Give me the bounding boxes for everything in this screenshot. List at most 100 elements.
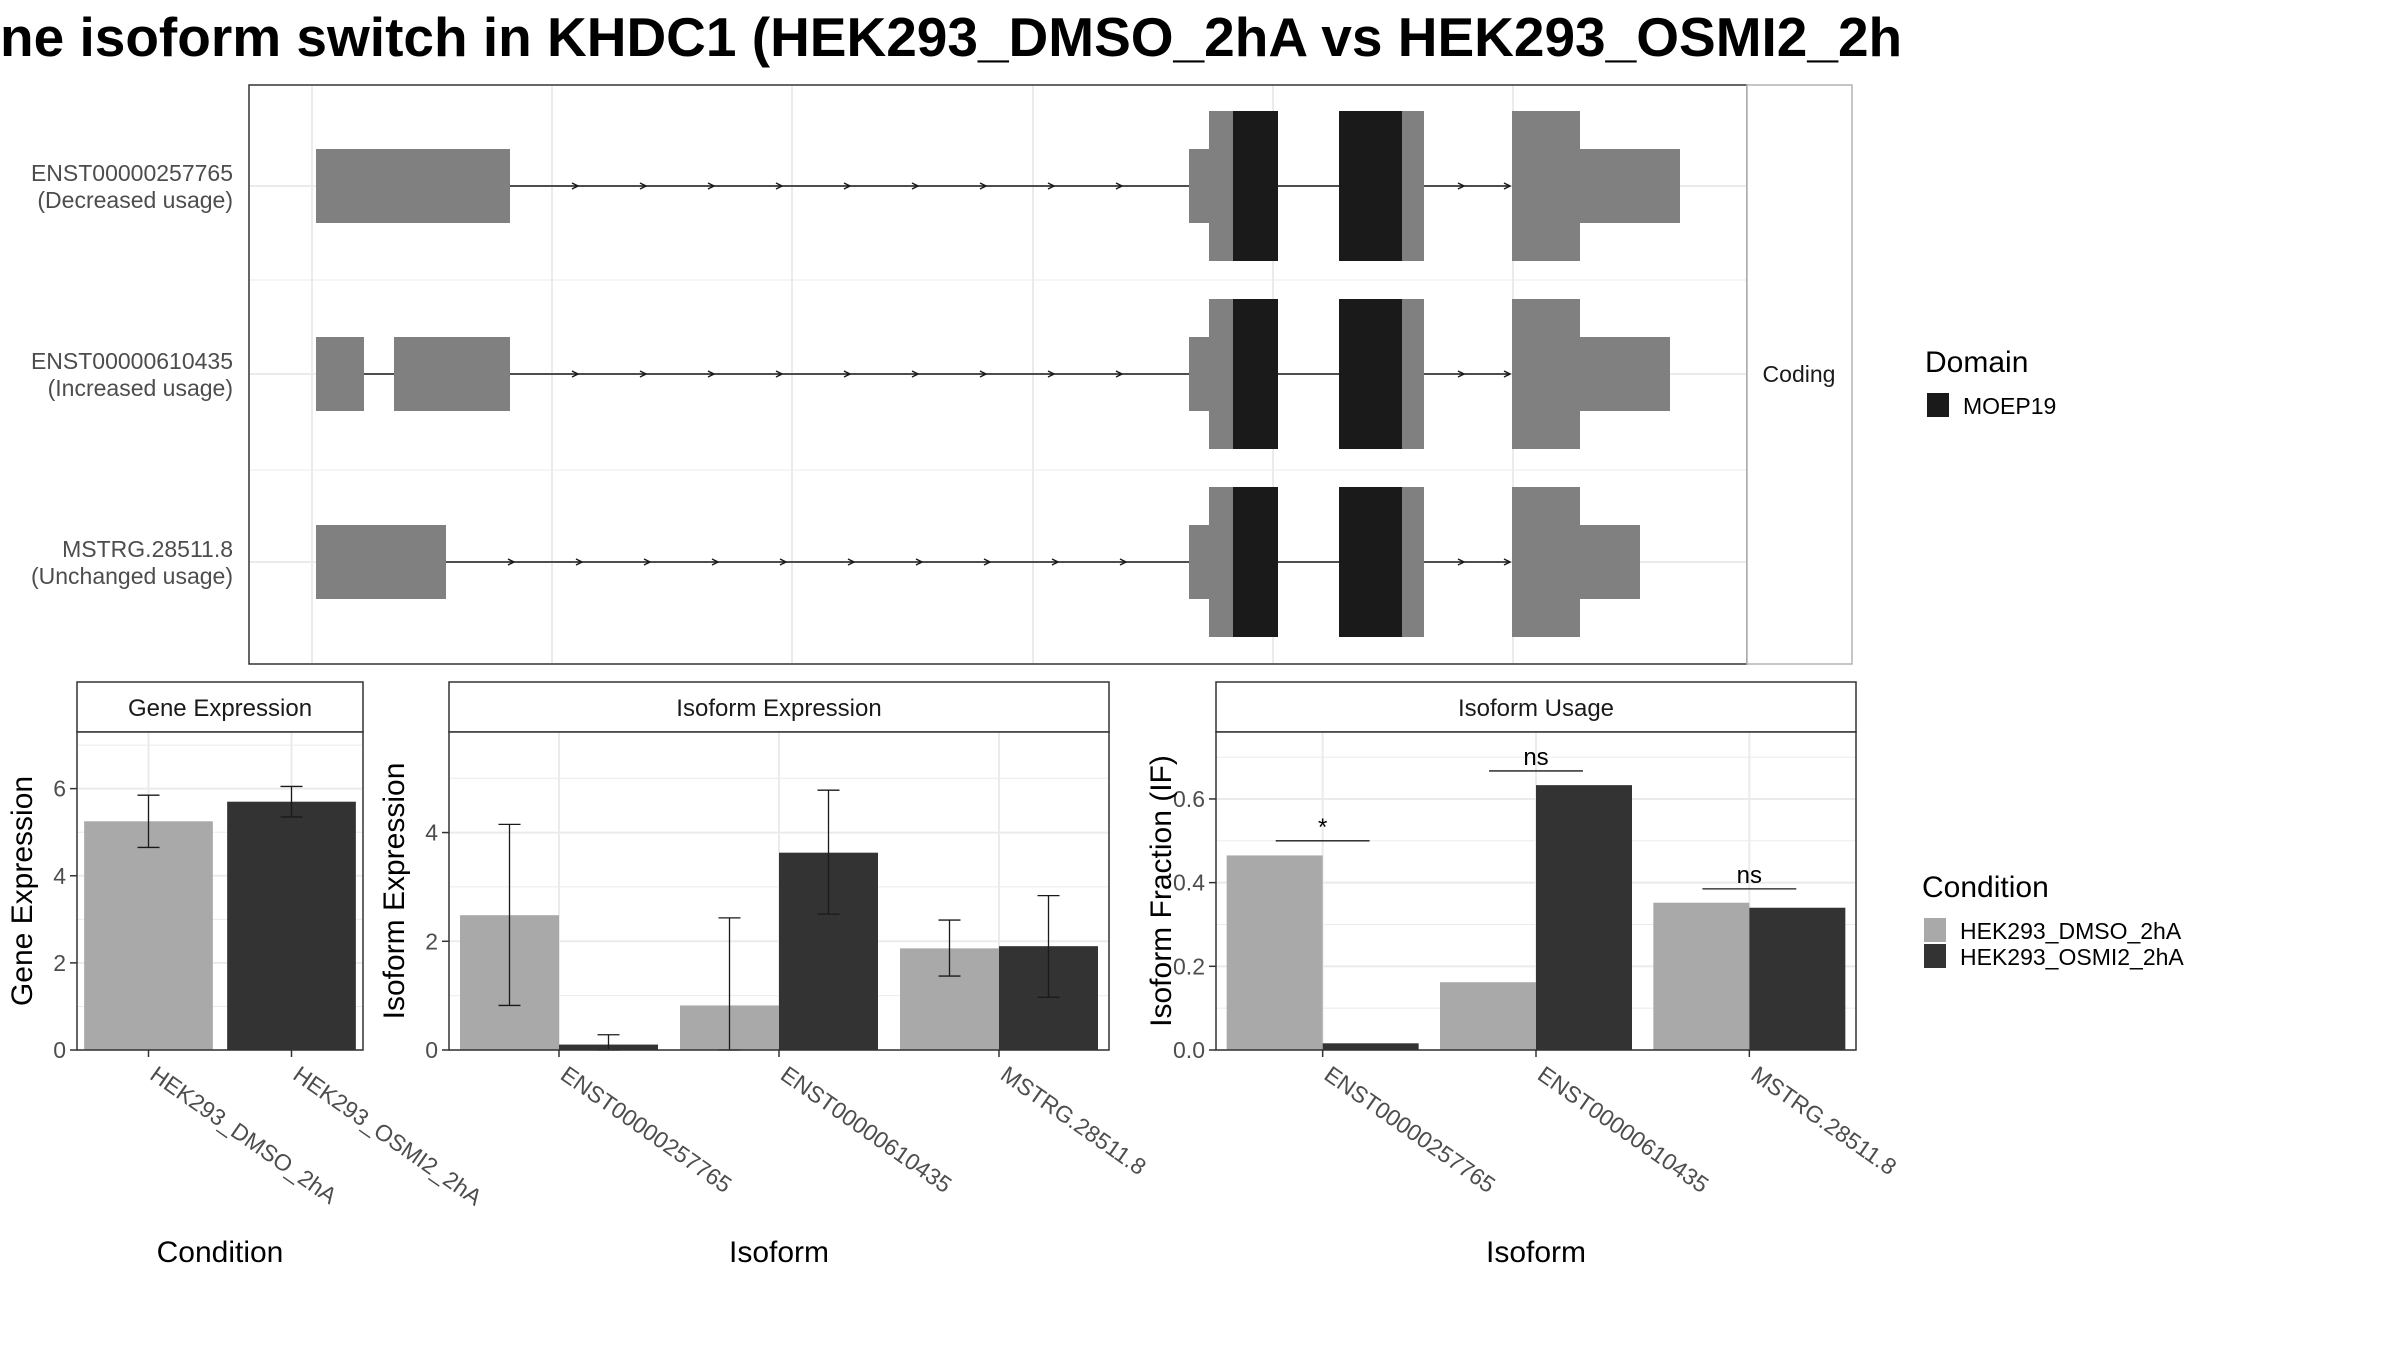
coding-strip-label: Coding	[1763, 361, 1836, 387]
exon-utr	[394, 337, 510, 411]
intron-arrow	[843, 370, 852, 378]
domain-moep19	[1233, 299, 1278, 449]
intron-arrow	[639, 182, 648, 190]
y-tick-label: 0.4	[1173, 870, 1205, 896]
bar-ENST00000610435	[1440, 982, 1536, 1050]
transcript-usage-2: (Increased usage)	[48, 375, 233, 401]
y-axis-title: Isoform Fraction (IF)	[1145, 755, 1178, 1027]
bar-MSTRG.28511.8	[1653, 902, 1750, 1050]
panel-strip	[1215, 681, 1857, 733]
intron-arrow	[775, 370, 784, 378]
y-axis-title: Gene Expression	[6, 776, 39, 1006]
bar-HEK293_DMSO_2hA	[84, 821, 213, 1050]
intron-arrow	[1047, 370, 1056, 378]
exon-utr	[1578, 149, 1680, 223]
transcript-track-3	[316, 487, 1640, 637]
domain-legend-title: Domain	[1925, 346, 2028, 379]
transcript-track-1	[316, 111, 1680, 261]
transcript-tracks	[316, 111, 1680, 637]
x-tick-label: ENST00000610435	[1533, 1061, 1713, 1198]
intron-arrow	[1119, 558, 1128, 566]
intron-arrow	[1457, 558, 1466, 566]
intron-arrow	[571, 182, 580, 190]
intron-arrow	[843, 182, 852, 190]
domain-legend-swatch	[1927, 393, 1949, 417]
intron-arrow	[1115, 182, 1124, 190]
intron-arrow	[507, 558, 516, 566]
exon-utr	[1578, 337, 1670, 411]
condition-legend-swatch-1	[1924, 918, 1946, 942]
bar-ENST00000257765	[1226, 855, 1323, 1050]
intron-arrow	[1115, 370, 1124, 378]
exon-coding	[1512, 111, 1580, 261]
exon-utr	[1189, 149, 1211, 223]
domain-legend: Domain MOEP19	[1925, 346, 2056, 419]
condition-legend-title: Condition	[1922, 871, 2049, 904]
x-tick-label: MSTRG.28511.8	[996, 1061, 1151, 1180]
exon-coding	[1402, 299, 1424, 449]
significance-label: ns	[1737, 862, 1762, 889]
exon-coding	[1512, 299, 1580, 449]
y-tick-label: 0.6	[1173, 786, 1205, 812]
x-tick-label: ENST00000610435	[776, 1061, 956, 1198]
x-axis-title: Condition	[157, 1236, 284, 1269]
intron-arrow	[707, 182, 716, 190]
intron-arrow	[911, 370, 920, 378]
transcript-structure-panel: Coding ENST00000257765 (Decreased usage)…	[31, 84, 1853, 665]
exon-utr	[316, 149, 510, 223]
exon-coding	[1209, 299, 1233, 449]
x-axis-title: Isoform	[729, 1236, 829, 1269]
significance-label: *	[1318, 814, 1327, 841]
y-tick-label: 0.0	[1173, 1037, 1205, 1063]
transcript-usage-3: (Unchanged usage)	[31, 563, 233, 589]
x-tick-label: MSTRG.28511.8	[1746, 1061, 1901, 1180]
condition-legend-item-2: HEK293_OSMI2_2hA	[1960, 944, 2184, 970]
x-tick-label: ENST00000257765	[1320, 1061, 1500, 1198]
y-tick-label: 0	[425, 1037, 438, 1063]
bar-ENST00000257765	[1322, 1043, 1419, 1050]
bar-ENST00000610435	[1536, 785, 1632, 1050]
x-tick-label: ENST00000257765	[556, 1061, 736, 1198]
intron-arrow	[571, 370, 580, 378]
domain-moep19	[1233, 487, 1278, 637]
intron-arrow	[1503, 182, 1512, 190]
bar-chart-panels: Gene Expression0246HEK293_DMSO_2hAHEK293…	[6, 681, 1901, 1269]
intron-arrow	[1457, 182, 1466, 190]
bar-panel-1: Gene Expression0246HEK293_DMSO_2hAHEK293…	[6, 681, 487, 1269]
intron-arrow	[639, 370, 648, 378]
intron-arrow	[1457, 370, 1466, 378]
intron-arrow	[915, 558, 924, 566]
intron-arrow	[575, 558, 584, 566]
intron-arrow	[643, 558, 652, 566]
exon-coding	[1209, 111, 1233, 261]
panel-title: Isoform Usage	[1458, 695, 1614, 722]
significance-label: ns	[1523, 744, 1548, 771]
exon-coding	[1209, 487, 1233, 637]
condition-legend-swatch-2	[1924, 944, 1946, 968]
intron-arrow	[979, 370, 988, 378]
panel-title: Gene Expression	[128, 695, 312, 722]
transcript-label-1: ENST00000257765	[31, 160, 233, 186]
domain-legend-item: MOEP19	[1963, 393, 2056, 419]
domain-moep19	[1339, 111, 1402, 261]
panel-strip	[76, 681, 364, 733]
y-tick-label: 2	[425, 928, 438, 954]
y-tick-label: 0	[53, 1037, 66, 1063]
intron-arrow	[1503, 558, 1512, 566]
intron-arrow	[711, 558, 720, 566]
transcript-usage-1: (Decreased usage)	[37, 187, 233, 213]
intron-arrow	[983, 558, 992, 566]
condition-legend-item-1: HEK293_DMSO_2hA	[1960, 918, 2182, 944]
transcript-track-2	[316, 299, 1670, 449]
y-tick-label: 4	[53, 863, 66, 889]
domain-moep19	[1339, 487, 1402, 637]
panel-title: Isoform Expression	[676, 695, 881, 722]
condition-legend: Condition HEK293_DMSO_2hA HEK293_OSMI2_2…	[1922, 871, 2184, 970]
domain-moep19	[1339, 299, 1402, 449]
exon-coding	[1402, 487, 1424, 637]
bar-MSTRG.28511.8	[1749, 907, 1846, 1050]
x-axis-title: Isoform	[1486, 1236, 1586, 1269]
exon-utr	[316, 525, 446, 599]
intron-arrow	[707, 370, 716, 378]
coding-strip	[1746, 84, 1853, 665]
